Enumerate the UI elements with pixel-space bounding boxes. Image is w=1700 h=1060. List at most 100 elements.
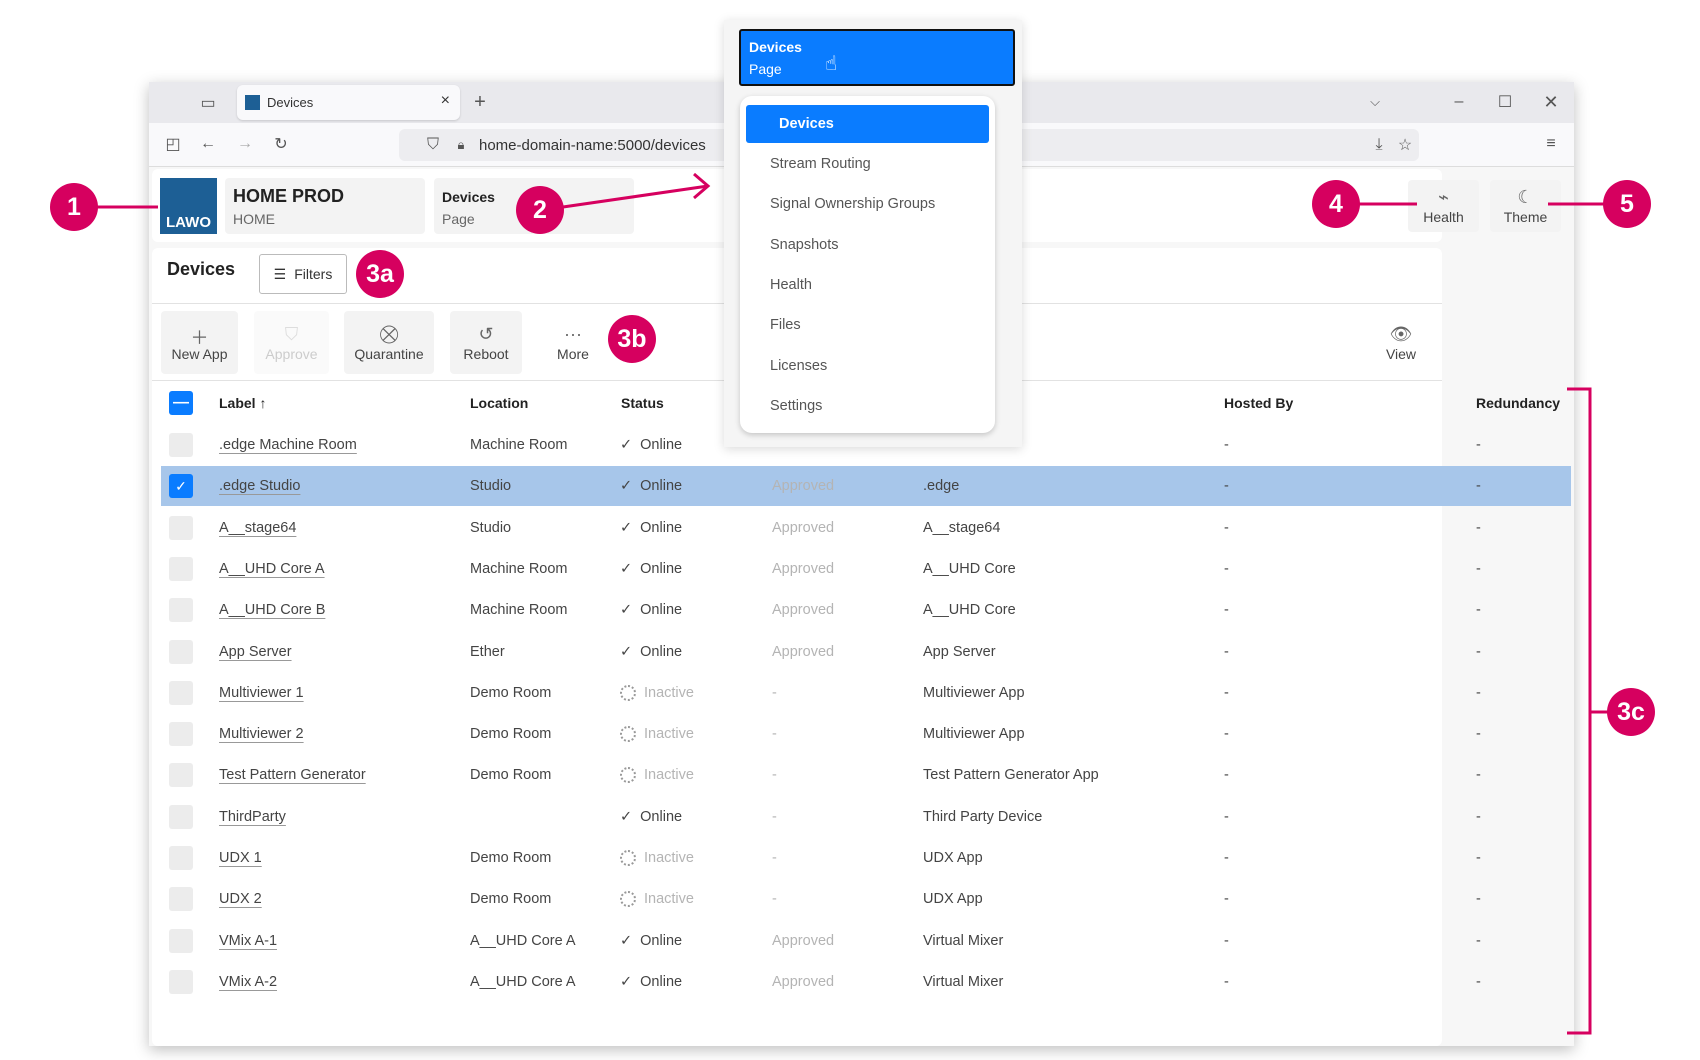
- page-selector-open[interactable]: Devices Page ☝︎: [739, 29, 1015, 86]
- lock-icon[interactable]: 🔒︎: [457, 137, 465, 152]
- reload-icon[interactable]: ↻: [274, 136, 288, 153]
- menu-item-signal-ownership-groups[interactable]: Signal Ownership Groups: [770, 196, 936, 213]
- table-row[interactable]: ✓ .edge Studio Studio ✓ Online Approved .edge -…: [161, 466, 1571, 507]
- health-button[interactable]: ⌁ Health: [1408, 180, 1479, 232]
- forward-icon[interactable]: →: [237, 135, 253, 152]
- quarantine-button[interactable]: ⛒ Quarantine: [344, 311, 434, 374]
- back-icon[interactable]: ←: [200, 135, 216, 152]
- device-label-link[interactable]: A__UHD Core A: [219, 560, 325, 577]
- table-row[interactable]: A__UHD Core A Machine Room ✓ Online Approved…: [161, 549, 1571, 589]
- table-row[interactable]: VMix A-1 A__UHD Core A ✓ Online Approved Virt…: [161, 921, 1571, 961]
- table-row[interactable]: ThirdParty ✓ Online - Third Party Device - -: [161, 797, 1571, 837]
- menu-item-snapshots[interactable]: Snapshots: [770, 236, 839, 253]
- row-checkbox[interactable]: [169, 556, 193, 581]
- row-checkbox[interactable]: [169, 763, 193, 788]
- column-header-status[interactable]: Status: [621, 395, 664, 411]
- tab-list-icon[interactable]: ▭: [200, 95, 216, 112]
- pointer-cursor-icon: ☝︎: [825, 53, 838, 75]
- device-approval: Approved: [772, 973, 835, 990]
- reboot-button[interactable]: ↺ Reboot: [450, 311, 522, 374]
- row-checkbox[interactable]: [169, 846, 193, 870]
- device-hosted-by: -: [1224, 973, 1229, 990]
- table-row[interactable]: UDX 2 Demo Room Inactive - UDX App - -: [161, 879, 1571, 919]
- table-row[interactable]: Multiviewer 1 Demo Room Inactive - Multiview…: [161, 673, 1571, 713]
- device-label-link[interactable]: VMix A-2: [219, 973, 278, 990]
- more-button[interactable]: ··· More: [538, 311, 608, 374]
- filters-button[interactable]: ☰ Filters: [259, 254, 347, 294]
- table-row[interactable]: A__stage64 Studio ✓ Online Approved A__stage6…: [161, 508, 1571, 548]
- device-redundancy: -: [1476, 891, 1481, 908]
- column-header-location[interactable]: Location: [470, 395, 529, 411]
- table-row[interactable]: UDX 1 Demo Room Inactive - UDX App - -: [161, 838, 1571, 878]
- download-icon[interactable]: ⤓: [1375, 136, 1383, 153]
- url-text[interactable]: home-domain-name:5000/devices: [479, 137, 706, 154]
- row-checkbox[interactable]: [169, 433, 193, 457]
- row-checkbox[interactable]: [169, 515, 193, 540]
- menu-item-stream-routing[interactable]: Stream Routing: [770, 156, 871, 172]
- device-redundancy: -: [1476, 932, 1481, 949]
- project-card[interactable]: HOME PROD HOME: [225, 178, 425, 234]
- table-row[interactable]: A__UHD Core B Machine Room ✓ Online Approved…: [161, 590, 1571, 630]
- device-label-link[interactable]: A__UHD Core B: [219, 602, 326, 619]
- device-type: Virtual Mixer: [923, 973, 1004, 990]
- menu-item-devices[interactable]: Devices: [746, 105, 989, 143]
- row-checkbox[interactable]: [169, 928, 193, 953]
- browser-tab[interactable]: Devices ×: [237, 85, 460, 120]
- device-label-link[interactable]: Multiviewer 1: [219, 684, 304, 701]
- table-row[interactable]: VMix A-2 A__UHD Core A ✓ Online Approved Virt…: [161, 962, 1571, 1002]
- view-button[interactable]: 👁︎ View: [1366, 311, 1436, 374]
- shield-icon[interactable]: ⛉: [426, 136, 439, 153]
- device-label-link[interactable]: UDX 2: [219, 891, 262, 908]
- theme-button[interactable]: ☾ Theme: [1490, 180, 1561, 232]
- device-label-link[interactable]: Test Pattern Generator: [219, 767, 366, 784]
- device-label-link[interactable]: VMix A-1: [219, 932, 278, 949]
- filters-label: Filters: [294, 266, 333, 282]
- column-header-hosted-by[interactable]: Hosted By: [1224, 395, 1294, 411]
- row-checkbox[interactable]: [169, 887, 193, 912]
- menu-item-licenses[interactable]: Licenses: [770, 357, 828, 374]
- device-label-link[interactable]: Multiviewer 2: [219, 726, 304, 743]
- menu-icon[interactable]: ≡: [1546, 135, 1556, 152]
- device-type: .edge: [923, 478, 960, 495]
- approve-button[interactable]: ⛉ Approve: [254, 311, 329, 374]
- row-checkbox[interactable]: [169, 969, 193, 994]
- menu-item-health[interactable]: Health: [770, 276, 812, 293]
- device-type: Test Pattern Generator App: [923, 767, 1099, 784]
- select-all-checkbox[interactable]: —: [169, 391, 193, 415]
- minimize-icon[interactable]: –: [1454, 93, 1464, 110]
- new-tab-button[interactable]: +: [474, 90, 486, 113]
- device-label-link[interactable]: A__stage64: [219, 519, 297, 536]
- moon-icon: ☾: [1517, 187, 1534, 207]
- column-header-label[interactable]: Label ↑: [219, 395, 266, 411]
- row-checkbox[interactable]: [169, 598, 193, 623]
- sidebar-toggle-icon[interactable]: ◰: [165, 136, 181, 153]
- column-header-redundancy[interactable]: Redundancy: [1476, 395, 1561, 411]
- device-label-link[interactable]: .edge Machine Room: [219, 437, 357, 453]
- close-window-icon[interactable]: ✕: [1543, 91, 1559, 112]
- row-checkbox[interactable]: [169, 804, 193, 829]
- device-type: A__UHD Core: [923, 560, 1016, 577]
- close-tab-icon[interactable]: ×: [440, 92, 450, 109]
- table-row[interactable]: .edge Machine Room Machine Room ✓ Online - -: [161, 425, 1571, 465]
- row-checkbox[interactable]: [169, 722, 193, 747]
- page-selector-subtitle: Page: [442, 211, 475, 227]
- star-icon[interactable]: ☆: [1397, 137, 1413, 154]
- device-redundancy: -: [1476, 519, 1481, 536]
- device-label-link[interactable]: UDX 1: [219, 850, 262, 866]
- menu-item-settings[interactable]: Settings: [770, 397, 823, 414]
- maximize-icon[interactable]: ☐: [1497, 94, 1513, 111]
- chevron-down-icon[interactable]: ⌵: [1370, 94, 1380, 109]
- device-label-link[interactable]: .edge Studio: [219, 478, 301, 495]
- annotation-3b: 3b: [608, 315, 656, 363]
- lawo-logo[interactable]: LAWO: [160, 178, 217, 234]
- table-row[interactable]: Multiviewer 2 Demo Room Inactive - Multiview…: [161, 714, 1571, 754]
- row-checkbox[interactable]: ✓: [169, 474, 193, 499]
- table-row[interactable]: Test Pattern Generator Demo Room Inactive -…: [161, 755, 1571, 795]
- row-checkbox[interactable]: [169, 639, 193, 664]
- menu-item-files[interactable]: Files: [770, 317, 801, 334]
- new-app-button[interactable]: ＋ New App: [161, 311, 238, 374]
- table-row[interactable]: App Server Ether ✓ Online Approved App Server…: [161, 632, 1571, 672]
- row-checkbox[interactable]: [169, 680, 193, 705]
- device-label-link[interactable]: App Server: [219, 643, 292, 660]
- device-label-link[interactable]: ThirdParty: [219, 808, 286, 825]
